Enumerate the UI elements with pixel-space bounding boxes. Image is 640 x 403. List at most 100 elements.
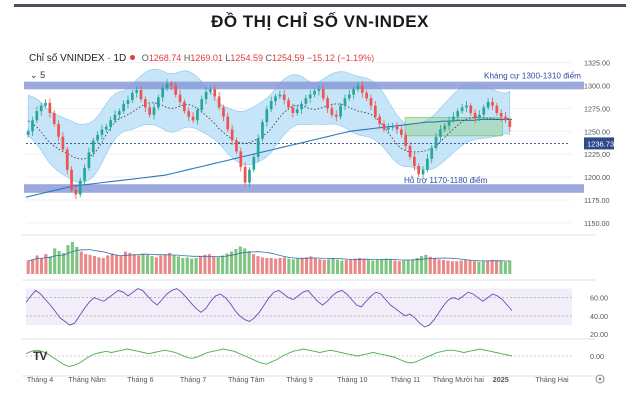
- candle-body: [499, 112, 503, 117]
- volume-bar: [486, 260, 490, 274]
- x-tick-label: Tháng 6: [127, 375, 153, 384]
- settings-gear-icon: [595, 374, 605, 384]
- candle-body: [317, 89, 321, 91]
- volume-bar: [48, 256, 52, 274]
- volume-bar: [393, 260, 397, 274]
- tradingview-logo-icon: TV: [33, 349, 47, 363]
- volume-bar: [388, 259, 393, 274]
- volume-ma-line: [28, 249, 510, 262]
- volume-bar: [274, 258, 278, 274]
- volume-bar: [62, 252, 66, 274]
- candle-body: [261, 122, 264, 139]
- candle-body: [170, 83, 173, 86]
- volume-bar: [150, 256, 154, 274]
- candle-body: [421, 169, 425, 175]
- candle-body: [139, 90, 143, 100]
- candle-body: [130, 92, 134, 101]
- candle-body: [104, 126, 108, 130]
- current-price-label: 1236.73: [587, 139, 614, 148]
- volume-bar: [35, 255, 39, 274]
- volume-bar: [278, 258, 282, 274]
- candle-body: [178, 94, 182, 102]
- volume-bar: [340, 260, 344, 274]
- candle-body: [404, 134, 408, 146]
- open-value: 1268.74: [148, 53, 182, 63]
- candle-body: [360, 85, 364, 93]
- y-tick-label: 1275.00: [584, 104, 610, 113]
- volume-bar: [181, 258, 185, 274]
- volume-bar: [88, 254, 92, 274]
- chevron-down-icon[interactable]: ⌄: [30, 70, 38, 80]
- low-label: L: [225, 53, 231, 63]
- candle-body: [326, 98, 329, 109]
- volume-bar: [327, 259, 331, 274]
- candle-body: [295, 109, 299, 113]
- volume-bar: [234, 249, 238, 274]
- candle-body: [187, 111, 191, 117]
- candle-body: [426, 158, 429, 170]
- volume-bar: [66, 245, 70, 274]
- header-rule: [14, 4, 626, 7]
- volume-bar: [221, 255, 225, 274]
- candle-body: [339, 105, 342, 117]
- volume-bar: [366, 259, 370, 274]
- volume-bar: [44, 254, 48, 274]
- candle-body: [48, 102, 52, 113]
- volume-bar: [477, 261, 481, 274]
- candle-body: [157, 97, 160, 108]
- volume-bar: [243, 248, 247, 274]
- candle-body: [486, 101, 490, 108]
- candle-body: [395, 125, 399, 130]
- volume-bar: [335, 259, 340, 274]
- candle-body: [83, 167, 86, 181]
- candle-body: [31, 120, 34, 132]
- candle-body: [91, 140, 95, 153]
- volume-bar: [70, 242, 74, 274]
- candle-body: [252, 156, 256, 170]
- volume-bar: [132, 254, 136, 274]
- macd-tick-label: 0.00: [590, 352, 604, 361]
- candle-body: [217, 96, 221, 108]
- ma-period-label[interactable]: ⌄ 5: [30, 70, 45, 81]
- symbol-label[interactable]: Chỉ số VNINDEX · 1D: [29, 53, 127, 64]
- candle-body: [213, 89, 217, 97]
- candle-body: [222, 107, 225, 117]
- candle-body: [161, 88, 165, 98]
- x-tick-label: Tháng Mười hai: [433, 375, 484, 384]
- volume-bar: [154, 257, 158, 274]
- volume-bar: [53, 248, 57, 274]
- x-tick-label: Tháng Tám: [228, 375, 265, 384]
- candle-body: [460, 107, 464, 112]
- volume-bar: [282, 257, 287, 274]
- candle-body: [61, 136, 65, 150]
- annotation-support: Hỗ trợ 1170-1180 điểm: [404, 175, 488, 185]
- candle-body: [300, 103, 303, 110]
- x-tick-label: Tháng 11: [391, 375, 421, 384]
- candle-body: [347, 94, 351, 99]
- volume-bar: [322, 259, 326, 274]
- volume-bar: [269, 258, 273, 274]
- candle-body: [334, 114, 338, 117]
- candle-body: [343, 98, 347, 106]
- volume-bar: [437, 259, 441, 274]
- candle-body: [278, 94, 282, 97]
- annotation-resistance: Kháng cự 1300-1310 điểm: [484, 71, 581, 81]
- candle-body: [430, 147, 434, 159]
- candle-body: [44, 102, 47, 106]
- candle-body: [313, 90, 316, 95]
- settings-gear-hub: [598, 377, 602, 381]
- volume-bar: [79, 251, 83, 274]
- volume-bar: [75, 246, 79, 274]
- volume-bar: [494, 260, 499, 274]
- volume-bar: [247, 250, 251, 274]
- x-tick-label: Tháng 9: [286, 375, 312, 384]
- candle-body: [356, 85, 360, 90]
- x-tick-label: Tháng 7: [180, 375, 206, 384]
- x-tick-label: Tháng Hai: [535, 375, 569, 384]
- y-tick-label: 1250.00: [584, 127, 610, 136]
- candle-body: [109, 120, 112, 127]
- volume-bar: [358, 258, 362, 274]
- volume-bar: [424, 254, 428, 274]
- candle-body: [196, 110, 199, 121]
- candle-body: [35, 111, 39, 121]
